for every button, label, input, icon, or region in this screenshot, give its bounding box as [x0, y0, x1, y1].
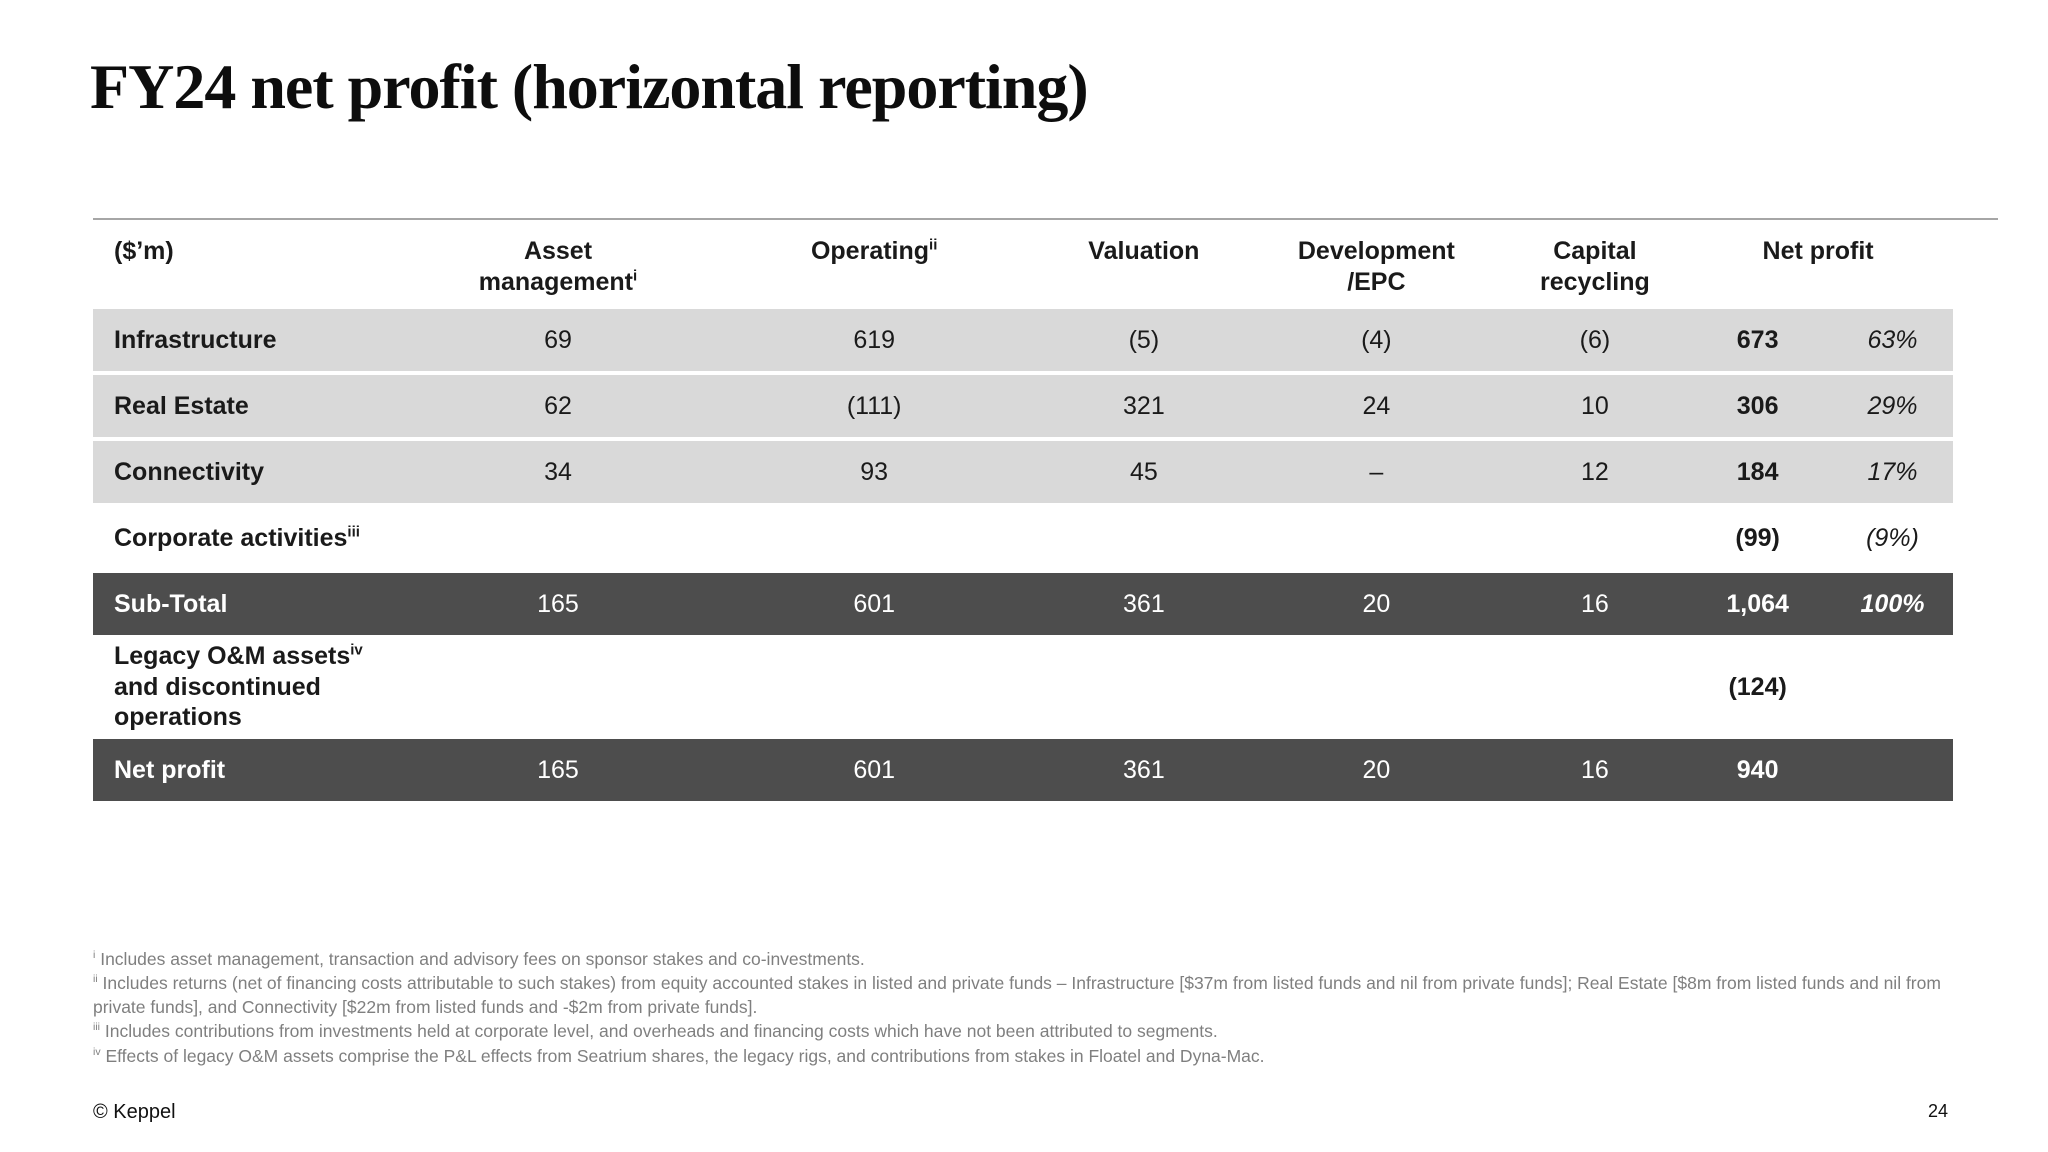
table-row: Sub-Total 165 601 361 20 16 1,064 100% — [93, 573, 1953, 635]
column-header-line: Development — [1297, 237, 1455, 265]
row-label: Sub-Total — [114, 589, 228, 618]
percent-cell: (9%) — [1866, 523, 1919, 552]
footnote-marker: iii — [93, 1021, 100, 1034]
row-label: Infrastructure — [114, 325, 277, 354]
column-header: Valuation — [1042, 236, 1247, 267]
value-cell: 34 — [544, 457, 572, 486]
net-profit-cell: 1,064 — [1726, 589, 1789, 618]
footnote-marker: ii — [93, 973, 98, 986]
percent-cell: 100% — [1860, 589, 1925, 618]
table-body: Infrastructure 69 619 (5) (4) (6) 673 63% Real E… — [93, 309, 1998, 801]
value-cell: – — [1369, 457, 1384, 486]
value-cell: 20 — [1362, 589, 1391, 618]
footnote: iii Includes contributions from investme… — [93, 1021, 1218, 1042]
value-cell: 12 — [1581, 457, 1609, 486]
value-cell: 45 — [1129, 457, 1158, 486]
value-cell: 20 — [1362, 755, 1391, 784]
row-label: Connectivity — [114, 457, 265, 486]
row-label: Corporate activitiesiii — [114, 523, 360, 552]
value-cell: 62 — [544, 391, 572, 420]
footnote-marker: i — [93, 949, 96, 962]
value-cell: (111) — [846, 391, 902, 420]
value-cell: 24 — [1362, 391, 1391, 420]
column-header-line: Asset — [523, 237, 593, 265]
table-row: Net profit 165 601 361 20 16 940 — [93, 739, 1953, 801]
value-cell: 601 — [853, 589, 896, 618]
value-cell: 16 — [1581, 755, 1609, 784]
row-label-line2: and discontinued operations — [114, 672, 321, 732]
value-cell: (6) — [1579, 325, 1611, 354]
page-number: 24 — [1927, 1101, 1948, 1121]
footnote: ii Includes returns (net of financing co… — [93, 973, 1941, 1017]
column-header-line: managementi — [478, 267, 638, 296]
value-cell: 10 — [1581, 391, 1609, 420]
row-label: Net profit — [114, 755, 226, 784]
column-header: Asset managementi — [409, 236, 707, 297]
column-header: Development/EPC — [1246, 236, 1506, 297]
net-profit-cell: (99) — [1735, 523, 1780, 552]
column-header: Operatingii — [707, 236, 1042, 267]
copyright-label: © Keppel — [93, 1101, 176, 1123]
percent-cell: 63% — [1867, 325, 1918, 354]
net-profit-cell: 306 — [1736, 391, 1779, 420]
net-profit-table: ($’m) Asset managementi Operatingii Valuati… — [93, 218, 1998, 805]
value-cell: 93 — [860, 457, 889, 486]
footnote: i Includes asset management, transaction… — [93, 949, 865, 969]
table-row: Connectivity 34 93 45 – 12 184 17% — [93, 441, 1953, 503]
value-cell: 165 — [537, 755, 579, 784]
table-row: Legacy O&M assetsiv and discontinued oper… — [93, 639, 1953, 735]
column-header-line: Operatingii — [810, 236, 938, 265]
value-cell: (4) — [1361, 325, 1392, 354]
column-header-line: Net profit — [1762, 237, 1874, 265]
column-header: Capital recycling — [1507, 236, 1684, 297]
unit-label: ($’m) — [114, 237, 174, 265]
column-header-line: Valuation — [1088, 237, 1200, 265]
net-profit-cell: 673 — [1736, 325, 1779, 354]
table-row: Infrastructure 69 619 (5) (4) (6) 673 63% — [93, 309, 1953, 371]
percent-cell: 29% — [1867, 391, 1918, 420]
value-cell: 361 — [1123, 589, 1165, 618]
row-label: Legacy O&M assetsiv and discontinued oper… — [93, 641, 409, 733]
footnote: iv Effects of legacy O&M assets comprise… — [93, 1045, 1265, 1066]
footnote-marker: iv — [350, 641, 363, 659]
value-cell: (5) — [1128, 325, 1160, 354]
net-profit-cell: 940 — [1736, 755, 1779, 784]
column-header-line: recycling — [1540, 267, 1650, 296]
row-label: Real Estate — [114, 391, 249, 420]
value-cell: 601 — [853, 755, 896, 784]
footnote-marker: iv — [93, 1045, 101, 1058]
value-cell: 69 — [544, 325, 572, 354]
net-profit-cell: (124) — [1728, 672, 1787, 701]
table-row: Real Estate 62 (111) 321 24 10 306 29% — [93, 375, 1953, 437]
footnote-marker: iii — [347, 523, 360, 541]
column-header-line: /EPC — [1347, 267, 1406, 296]
value-cell: 165 — [537, 589, 579, 618]
value-cell: 16 — [1581, 589, 1609, 618]
column-header: Net profit — [1683, 236, 1953, 267]
percent-cell: 17% — [1867, 457, 1918, 486]
column-header-line: Capital — [1553, 237, 1637, 265]
page-title: FY24 net profit (horizontal reporting) — [90, 51, 1089, 122]
value-cell: 619 — [853, 325, 896, 354]
net-profit-cell: 184 — [1736, 457, 1779, 486]
footnotes: i Includes asset management, transaction… — [93, 948, 1993, 1069]
footnote-marker: i — [633, 267, 638, 285]
table-header-row: ($’m) Asset managementi Operatingii Valuati… — [93, 220, 1953, 309]
table-row: Corporate activitiesiii (99) (9%) — [93, 507, 1953, 569]
value-cell: 361 — [1123, 755, 1165, 784]
footnote-marker: ii — [929, 236, 938, 254]
value-cell: 321 — [1123, 391, 1165, 420]
